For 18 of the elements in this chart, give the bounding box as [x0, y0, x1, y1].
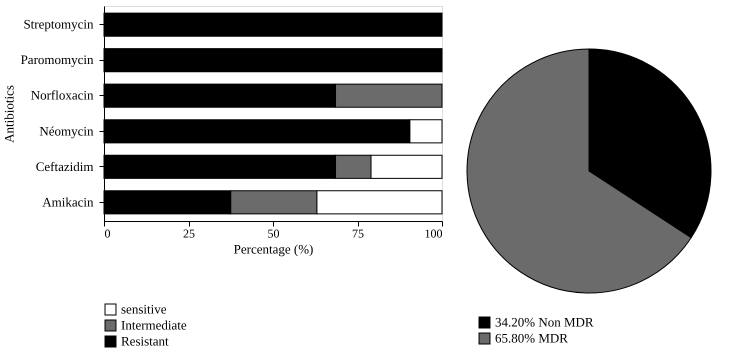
y-tick-label: Streptomycin	[23, 16, 94, 32]
x-tick-label: 0	[104, 226, 110, 240]
y-tick-label: Néomycin	[39, 123, 94, 138]
x-tick-label: 75	[352, 226, 364, 240]
legend-label: Resistant	[121, 334, 170, 348]
legend-label: sensitive	[121, 302, 167, 316]
y-tick-label: Ceftazidim	[36, 158, 94, 174]
y-tick-label: Paromomycin	[20, 52, 94, 68]
y-axis-title: Antibiotics	[2, 85, 17, 143]
legend-label: 34.20% Non MDR	[495, 314, 594, 330]
x-tick-label: 50	[268, 226, 280, 240]
x-tick-label: 100	[424, 226, 442, 240]
legend-label: 65.80% MDR	[495, 330, 568, 346]
y-tick-label: Amikacin	[42, 194, 94, 210]
y-tick-label: Norfloxacin	[30, 88, 94, 103]
legend-label: Intermediate	[121, 318, 187, 332]
x-tick-label: 25	[183, 226, 195, 240]
x-axis-title: Percentage (%)	[234, 242, 314, 256]
